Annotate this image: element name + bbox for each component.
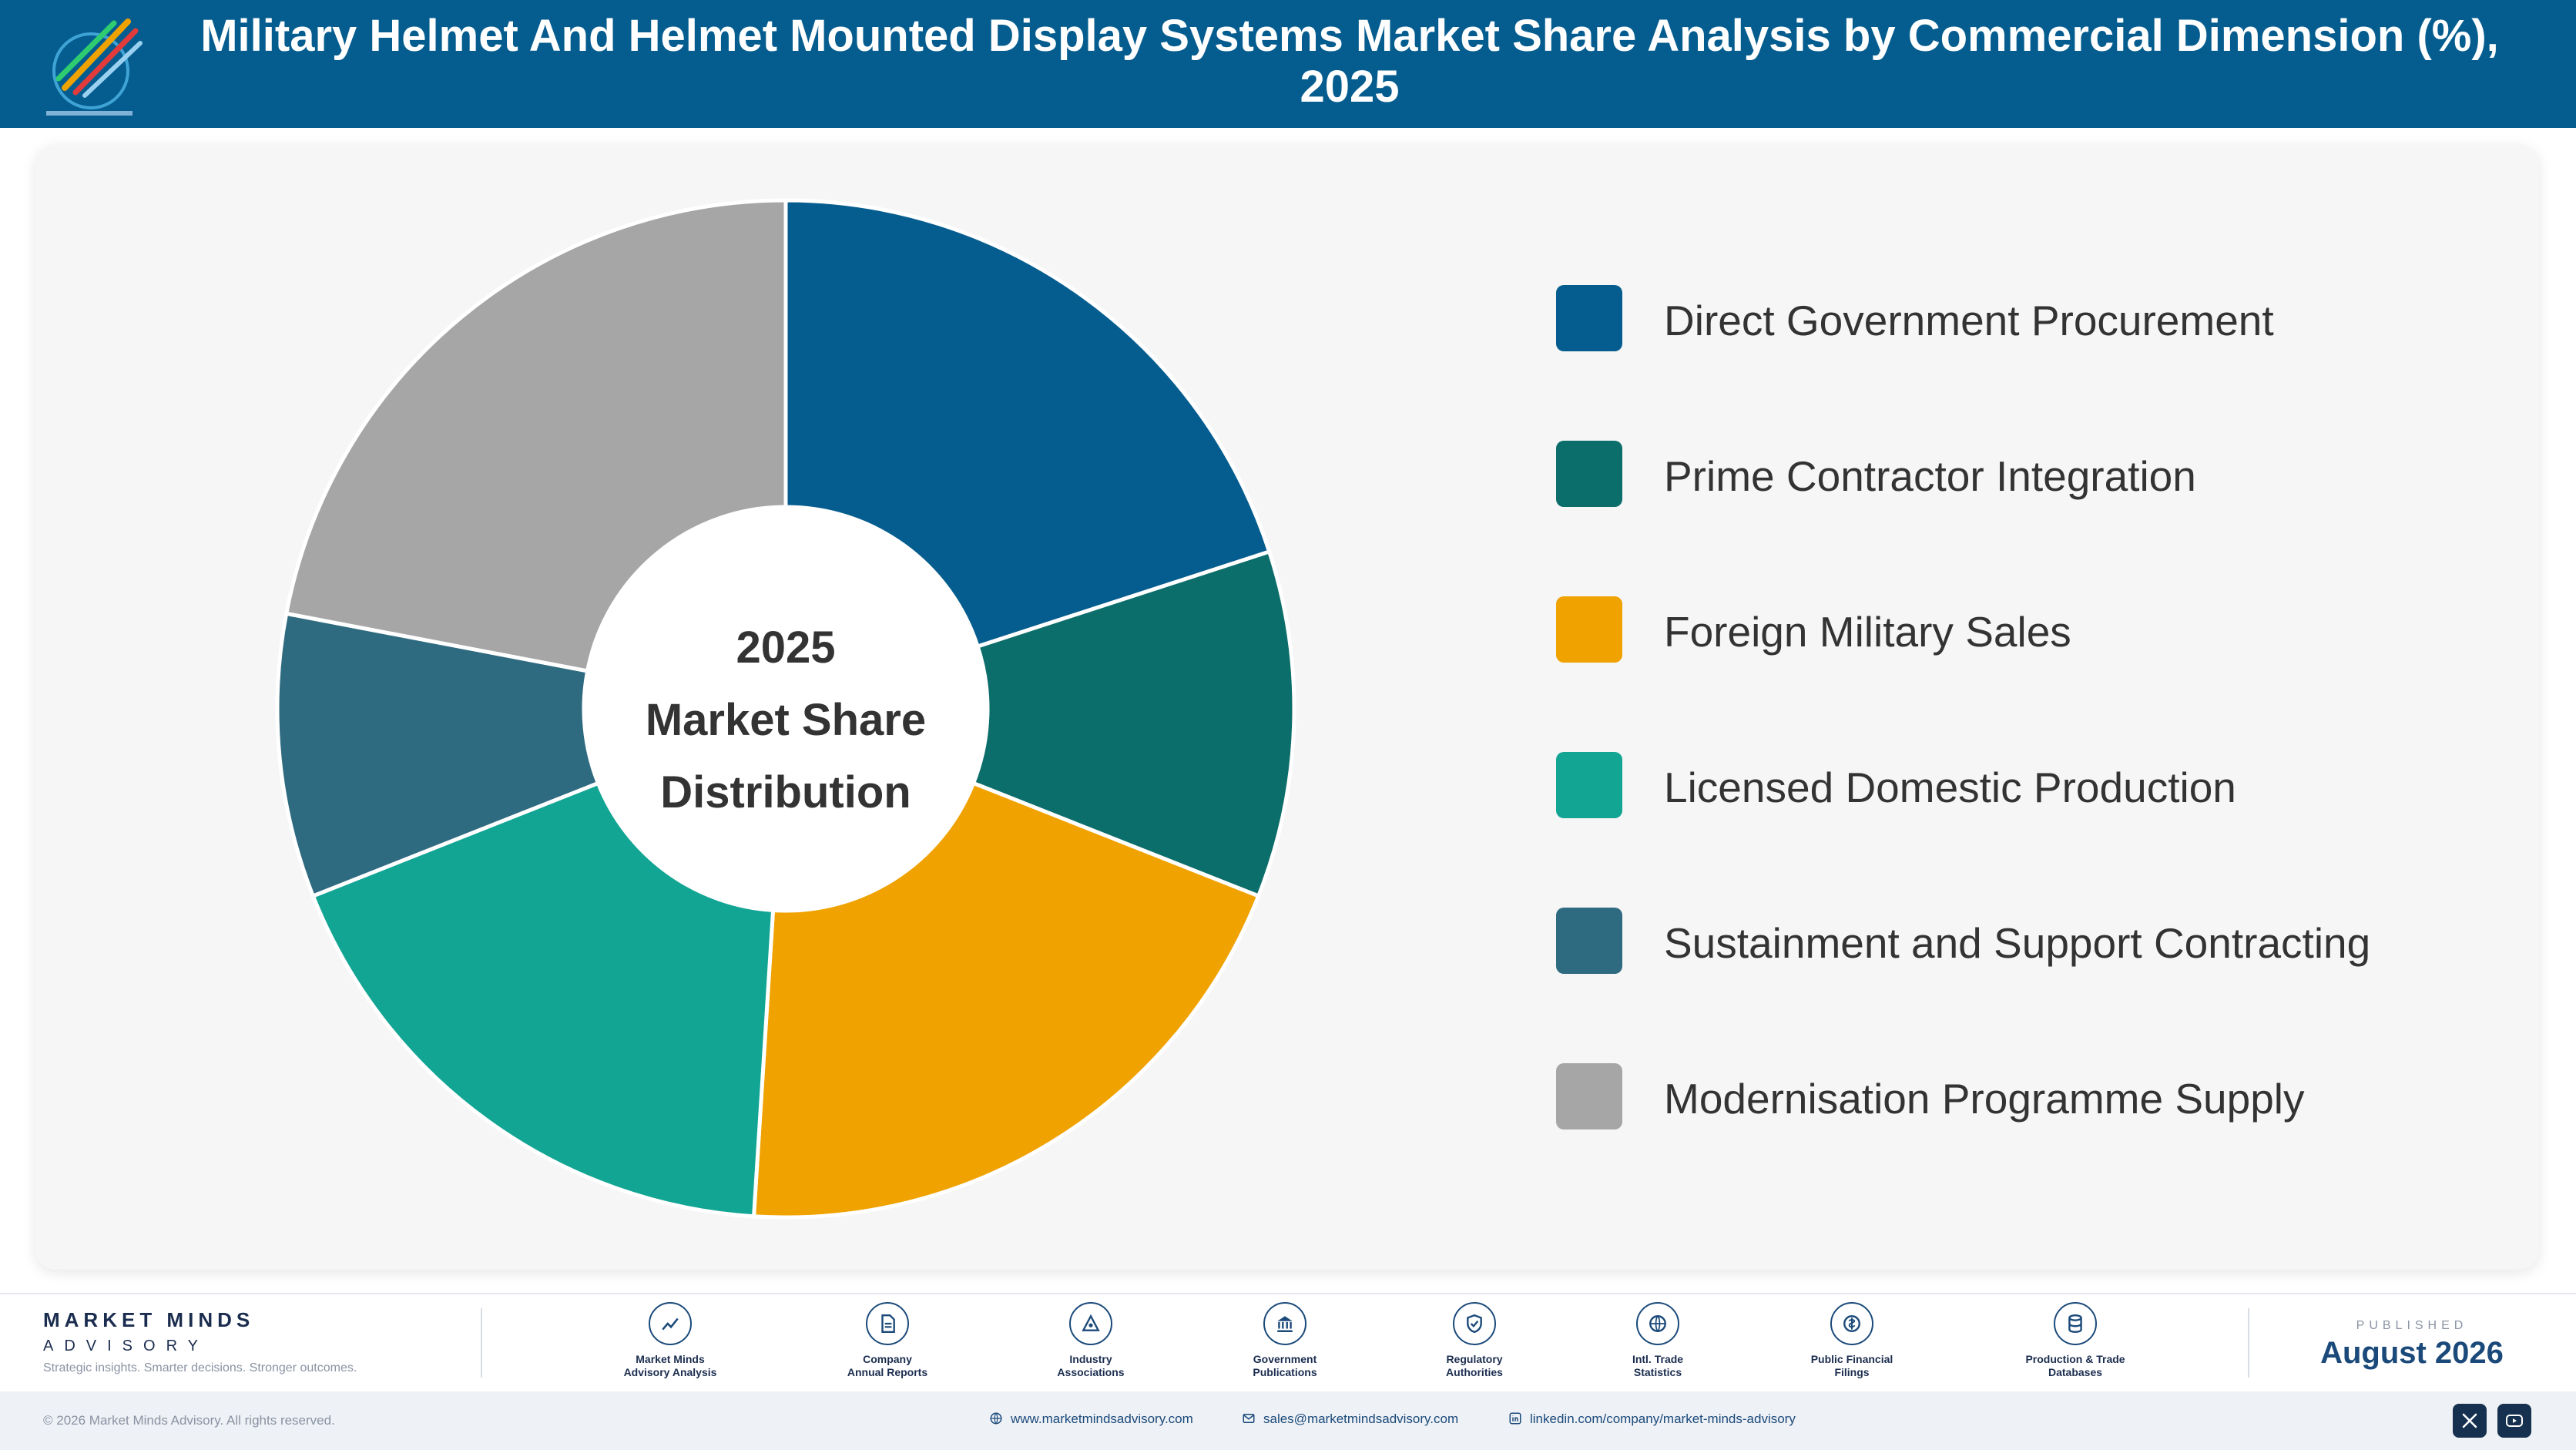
footer-divider: [481, 1308, 482, 1378]
legend-label: Sustainment and Support Contracting: [1664, 919, 2371, 967]
youtube-button[interactable]: [2497, 1404, 2531, 1438]
youtube-icon: [2506, 1415, 2523, 1427]
x-button[interactable]: [2453, 1404, 2487, 1438]
source-label: Company Annual Reports: [847, 1353, 928, 1378]
source-label: Intl. Trade Statistics: [1632, 1353, 1684, 1378]
linkedin-link[interactable]: linkedin.com/company/market-minds-adviso…: [1508, 1411, 1796, 1427]
legend-swatch: [1556, 441, 1622, 507]
source-item: Intl. Trade Statistics: [1573, 1302, 1742, 1387]
website-text: www.marketmindsadvisory.com: [1011, 1411, 1193, 1426]
x-icon: [2462, 1413, 2477, 1428]
globe-icon: [1636, 1302, 1679, 1345]
source-item: Production & Trade Databases: [1991, 1302, 2160, 1387]
legend-item-direct-government-procurement: Direct Government Procurement: [1556, 282, 2511, 351]
donut-hole: [584, 507, 988, 911]
pie-chart: 2025 Market Share Distribution: [275, 198, 1296, 1220]
source-label: Regulatory Authorities: [1446, 1353, 1503, 1378]
document-icon: [866, 1302, 909, 1345]
pie-slice-prime-contractor-integration: [971, 549, 1296, 899]
legend-label: Direct Government Procurement: [1664, 297, 2274, 344]
brand-name: MARKET MINDS: [43, 1308, 255, 1331]
published-label: PUBLISHED: [2356, 1319, 2468, 1332]
published-date: August 2026: [2320, 1336, 2504, 1370]
source-label: Market Minds Advisory Analysis: [623, 1353, 717, 1378]
legend-swatch: [1556, 908, 1622, 974]
source-item: Company Annual Reports: [803, 1302, 972, 1387]
linkedin-text: linkedin.com/company/market-minds-adviso…: [1530, 1411, 1796, 1426]
legend-label: Foreign Military Sales: [1664, 608, 2071, 656]
source-item: Industry Associations: [1006, 1302, 1176, 1387]
center-label-line: 2025: [736, 623, 835, 673]
legend-item-foreign-military-sales: Foreign Military Sales: [1556, 593, 2511, 663]
coin-icon: [1830, 1302, 1873, 1345]
header-bar: Military Helmet And Helmet Mounted Displ…: [0, 0, 2576, 128]
source-label: Public Financial Filings: [1810, 1353, 1893, 1378]
legend-swatch: [1556, 285, 1622, 351]
linkedin-icon: [1509, 1412, 1521, 1425]
center-label-line: Distribution: [660, 767, 911, 817]
source-item: Regulatory Authorities: [1390, 1302, 1559, 1387]
legend-swatch: [1556, 1063, 1622, 1129]
brand-tagline: Strategic insights. Smarter decisions. S…: [43, 1361, 357, 1374]
shield-check-icon: [1453, 1302, 1496, 1345]
legend-label: Licensed Domestic Production: [1664, 764, 2236, 811]
market-minds-logo-icon: [46, 18, 143, 116]
trend-chart-icon: [649, 1302, 692, 1345]
network-icon: [1069, 1302, 1112, 1345]
legend-swatch: [1556, 596, 1622, 663]
legend-item-licensed-domestic-production: Licensed Domestic Production: [1556, 749, 2511, 818]
legend-item-prime-contractor-integration: Prime Contractor Integration: [1556, 438, 2511, 507]
footer-bottom-bar: [0, 1391, 2576, 1450]
government-building-icon: [1263, 1302, 1306, 1345]
website-link[interactable]: www.marketmindsadvisory.com: [989, 1411, 1193, 1427]
legend-label: Prime Contractor Integration: [1664, 452, 2196, 500]
globe-icon: [990, 1412, 1002, 1425]
source-label: Industry Associations: [1057, 1353, 1125, 1378]
email-link[interactable]: sales@marketmindsadvisory.com: [1242, 1411, 1458, 1427]
source-label: Production & Trade Databases: [2025, 1353, 2125, 1378]
center-label-line: Market Share: [646, 695, 926, 745]
page-title: Military Helmet And Helmet Mounted Displ…: [200, 11, 2499, 112]
legend-label: Modernisation Programme Supply: [1664, 1075, 2305, 1123]
source-item: Market Minds Advisory Analysis: [585, 1302, 755, 1387]
copyright-text: © 2026 Market Minds Advisory. All rights…: [43, 1413, 335, 1428]
legend-item-sustainment-and-support-contracting: Sustainment and Support Contracting: [1556, 905, 2511, 974]
mail-icon: [1243, 1414, 1255, 1423]
footer-divider: [2248, 1308, 2249, 1378]
source-item: Government Publications: [1200, 1302, 1370, 1387]
source-item: Public Financial Filings: [1767, 1302, 1937, 1387]
legend-item-modernisation-programme-supply: Modernisation Programme Supply: [1556, 1060, 2511, 1129]
database-icon: [2054, 1302, 2097, 1345]
source-label: Government Publications: [1253, 1353, 1317, 1378]
email-text: sales@marketmindsadvisory.com: [1263, 1411, 1459, 1426]
brand-subtitle: ADVISORY: [43, 1338, 209, 1354]
legend-swatch: [1556, 752, 1622, 818]
